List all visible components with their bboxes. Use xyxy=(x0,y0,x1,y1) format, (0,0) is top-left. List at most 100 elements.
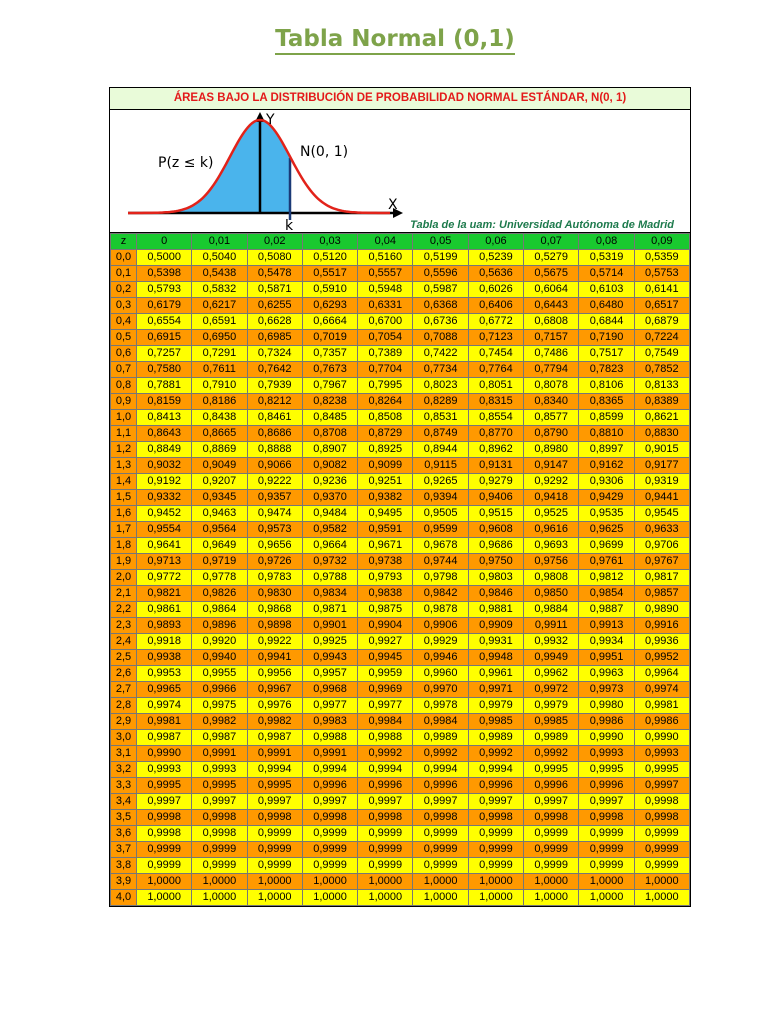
probability-cell: 0,9991 xyxy=(191,745,248,762)
probability-cell: 0,9976 xyxy=(246,697,303,714)
probability-cell: 0,7324 xyxy=(246,345,303,362)
probability-cell: 0,9999 xyxy=(467,825,525,842)
probability-cell: 0,9981 xyxy=(633,697,691,714)
probability-cell: 0,8340 xyxy=(523,393,580,410)
table-row: 1,6 0,9452 0,9463 0,9474 0,9484 0,9495 0,9505 0… xyxy=(110,505,691,522)
probability-cell: 0,9306 xyxy=(578,473,635,490)
probability-cell: 0,6628 xyxy=(246,313,303,330)
normal-curve xyxy=(128,118,390,215)
table-row: 2,1 0,9821 0,9826 0,9830 0,9834 0,9838 0,9842 0… xyxy=(110,585,691,602)
probability-cell: 0,6554 xyxy=(135,313,193,330)
probability-cell: 0,9974 xyxy=(135,697,193,714)
probability-cell: 0,9995 xyxy=(578,761,635,778)
probability-cell: 0,9991 xyxy=(246,745,303,762)
probability-cell: 0,8106 xyxy=(578,377,635,394)
probability-cell: 0,9999 xyxy=(523,825,580,842)
probability-cell: 0,9887 xyxy=(578,601,635,618)
probability-cell: 0,5160 xyxy=(357,249,414,266)
table-row: 1,2 0,8849 0,8869 0,8888 0,8907 0,8925 0,8944 0… xyxy=(110,441,691,458)
probability-cell: 0,9441 xyxy=(633,489,691,506)
probability-cell: 0,9345 xyxy=(191,489,248,506)
z-value-cell: 0,0 xyxy=(110,249,137,266)
probability-cell: 0,9525 xyxy=(523,505,580,522)
probability-cell: 0,8869 xyxy=(191,441,248,458)
probability-cell: 0,8051 xyxy=(467,377,525,394)
probability-cell: 0,8849 xyxy=(135,441,193,458)
probability-cell: 0,5871 xyxy=(246,281,303,298)
table-row: 1,1 0,8643 0,8665 0,8686 0,8708 0,8729 0,8749 0… xyxy=(110,425,691,442)
probability-cell: 0,9997 xyxy=(135,793,193,810)
table-row: 3,5 0,9998 0,9998 0,9998 0,9998 0,9998 0,9998 0… xyxy=(110,809,691,826)
probability-cell: 1,0000 xyxy=(467,889,525,906)
probability-cell: 0,9956 xyxy=(246,665,303,682)
probability-cell: 0,9995 xyxy=(191,777,248,794)
z-value-cell: 0,2 xyxy=(110,281,137,298)
probability-cell: 0,9996 xyxy=(412,777,469,794)
z-value-cell: 2,1 xyxy=(110,585,137,602)
z-value-cell: 1,6 xyxy=(110,505,137,522)
probability-cell: 0,9995 xyxy=(135,777,193,794)
probability-cell: 0,9999 xyxy=(191,857,248,874)
probability-cell: 0,9998 xyxy=(301,809,359,826)
probability-cell: 0,6293 xyxy=(301,297,359,314)
probability-cell: 0,7611 xyxy=(191,361,248,378)
probability-cell: 0,9834 xyxy=(301,585,359,602)
probability-cell: 0,9962 xyxy=(523,665,580,682)
table-row: 2,3 0,9893 0,9896 0,9898 0,9901 0,9904 0,9906 0… xyxy=(110,617,691,634)
table-row: 3,4 0,9997 0,9997 0,9997 0,9997 0,9997 0,9997 0… xyxy=(110,793,691,810)
probability-cell: 0,5319 xyxy=(578,249,635,266)
table-row: 3,2 0,9993 0,9993 0,9994 0,9994 0,9994 0,9994 0… xyxy=(110,761,691,778)
table-row: 2,0 0,9772 0,9778 0,9783 0,9788 0,9793 0,9798 0… xyxy=(110,569,691,586)
probability-cell: 0,9656 xyxy=(246,537,303,554)
probability-cell: 0,7054 xyxy=(357,329,414,346)
probability-cell: 0,9986 xyxy=(578,713,635,730)
probability-cell: 0,9989 xyxy=(467,729,525,746)
probability-cell: 0,9772 xyxy=(135,569,193,586)
probability-cell: 0,9452 xyxy=(135,505,193,522)
column-header: 0,02 xyxy=(246,233,303,250)
probability-cell: 0,9909 xyxy=(467,617,525,634)
z-value-cell: 1,9 xyxy=(110,553,137,570)
probability-cell: 0,9920 xyxy=(191,633,248,650)
probability-cell: 0,9582 xyxy=(301,521,359,538)
probability-cell: 0,9846 xyxy=(467,585,525,602)
probability-cell: 0,7939 xyxy=(246,377,303,394)
z-value-cell: 1,4 xyxy=(110,473,137,490)
probability-cell: 0,9066 xyxy=(246,457,303,474)
probability-cell: 0,9761 xyxy=(578,553,635,570)
probability-cell: 0,9719 xyxy=(191,553,248,570)
probability-cell: 0,8365 xyxy=(578,393,635,410)
probability-cell: 0,9994 xyxy=(246,761,303,778)
z-value-cell: 3,5 xyxy=(110,809,137,826)
z-value-cell: 2,9 xyxy=(110,713,137,730)
probability-cell: 0,8289 xyxy=(412,393,469,410)
z-value-cell: 4,0 xyxy=(110,889,137,906)
column-header: 0,07 xyxy=(523,233,580,250)
probability-cell: 1,0000 xyxy=(301,889,359,906)
probability-cell: 0,9995 xyxy=(633,761,691,778)
probability-cell: 0,9864 xyxy=(191,601,248,618)
z-value-cell: 1,3 xyxy=(110,457,137,474)
table-row: 1,0 0,8413 0,8438 0,8461 0,8485 0,8508 0,8531 0… xyxy=(110,409,691,426)
probability-cell: 0,5517 xyxy=(301,265,359,282)
z-value-cell: 0,9 xyxy=(110,393,137,410)
probability-cell: 0,9999 xyxy=(412,825,469,842)
probability-cell: 0,9941 xyxy=(246,649,303,666)
probability-cell: 0,8830 xyxy=(633,425,691,442)
probability-cell: 0,9992 xyxy=(412,745,469,762)
probability-cell: 0,9979 xyxy=(523,697,580,714)
table-row: 0,5 0,6915 0,6950 0,6985 0,7019 0,7054 0,7088 0… xyxy=(110,329,691,346)
z-value-cell: 3,4 xyxy=(110,793,137,810)
probability-cell: 0,9970 xyxy=(412,681,469,698)
probability-cell: 0,5239 xyxy=(467,249,525,266)
probability-cell: 0,9999 xyxy=(135,857,193,874)
probability-cell: 0,6217 xyxy=(191,297,248,314)
probability-cell: 0,8264 xyxy=(357,393,414,410)
table-header: ÁREAS BAJO LA DISTRIBUCIÓN DE PROBABILID… xyxy=(110,88,690,110)
probability-cell: 0,9713 xyxy=(135,553,193,570)
credit-text: Tabla de la uam: Universidad Autónoma de… xyxy=(410,219,674,231)
table-row: 3,6 0,9998 0,9998 0,9999 0,9999 0,9999 0,9999 0… xyxy=(110,825,691,842)
probability-cell: 1,0000 xyxy=(191,889,248,906)
probability-cell: 0,9871 xyxy=(301,601,359,618)
probability-cell: 0,9222 xyxy=(246,473,303,490)
